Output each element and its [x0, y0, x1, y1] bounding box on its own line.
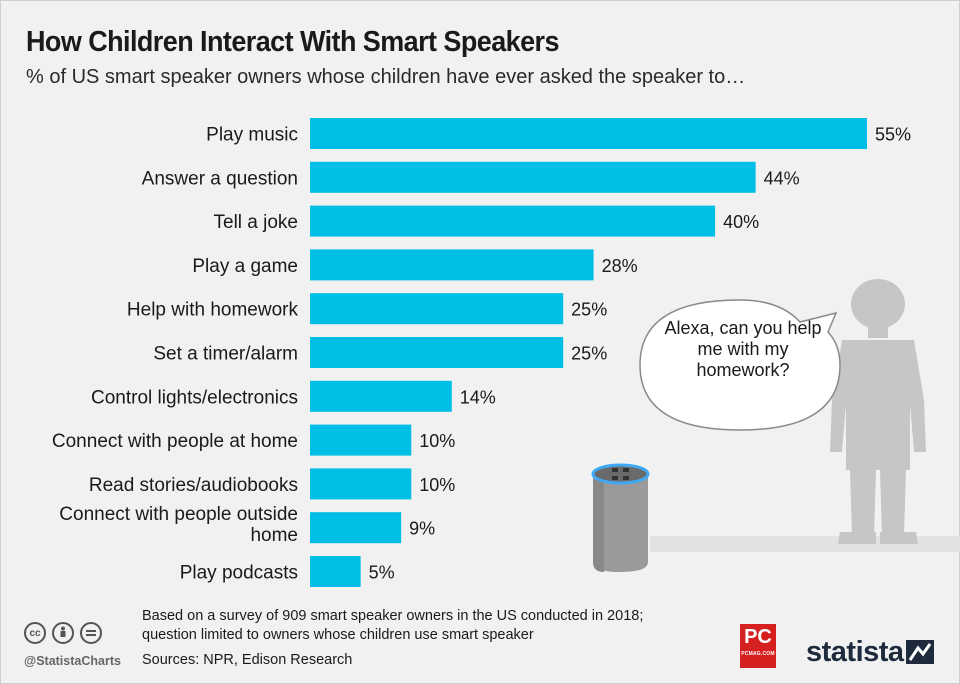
bar-3 — [310, 249, 594, 281]
value-label-6: 14% — [460, 387, 496, 407]
pcmag-logo: PC PCMAG.COM — [740, 624, 776, 668]
value-label-0: 55% — [875, 125, 911, 145]
pcmag-logo-sub: PCMAG.COM — [741, 651, 775, 657]
value-label-1: 44% — [764, 168, 800, 188]
speech-bubble — [639, 299, 841, 431]
value-label-4: 25% — [571, 300, 607, 320]
value-label-3: 28% — [602, 256, 638, 276]
category-label-3: Play a game — [192, 256, 298, 277]
smart-speaker-icon — [591, 463, 650, 572]
category-label-2: Tell a joke — [214, 212, 299, 233]
statista-logo: statista — [806, 636, 904, 668]
bar-2 — [310, 205, 716, 237]
statista-logo-mark-icon — [906, 640, 934, 664]
category-label-10: Play podcasts — [180, 563, 298, 584]
category-label-5: Set a timer/alarm — [153, 344, 298, 365]
value-label-8: 10% — [419, 475, 455, 495]
bar-9 — [310, 512, 402, 544]
category-label-7: Connect with people at home — [52, 431, 298, 452]
bar-5 — [310, 337, 564, 368]
speech-bubble-text: Alexa, can you help me with my homework? — [664, 318, 822, 380]
bar-8 — [310, 468, 412, 500]
value-label-9: 9% — [409, 519, 435, 539]
chart-title: How Children Interact With Smart Speaker… — [26, 26, 559, 58]
no-derivatives-icon — [80, 622, 102, 644]
bar-6 — [310, 380, 452, 412]
attribution-icon — [52, 622, 74, 644]
category-label-8: Read stories/audiobooks — [89, 475, 298, 496]
value-label-7: 10% — [419, 431, 455, 451]
license-icons: cc — [24, 622, 102, 644]
bar-4 — [310, 293, 564, 325]
value-label-2: 40% — [723, 212, 759, 232]
chart-subtitle: % of US smart speaker owners whose child… — [26, 66, 746, 88]
bar-0 — [310, 118, 867, 149]
category-label-1: Answer a question — [142, 168, 298, 189]
category-label-6: Control lights/electronics — [91, 387, 298, 408]
category-label-9: Connect with people outside home — [59, 504, 298, 546]
sources: Sources: NPR, Edison Research — [142, 652, 353, 668]
survey-note: Based on a survey of 909 smart speaker o… — [142, 608, 644, 643]
bar-10 — [310, 556, 361, 587]
bar-1 — [310, 161, 756, 193]
creative-commons-icon: cc — [24, 622, 46, 644]
child-silhouette-icon — [830, 279, 926, 544]
category-label-0: Play music — [206, 125, 298, 146]
category-label-4: Help with homework — [127, 300, 299, 321]
value-label-10: 5% — [369, 563, 395, 583]
statista-handle: @StatistaCharts — [24, 654, 121, 668]
value-label-5: 25% — [571, 344, 607, 364]
bar-7 — [310, 424, 412, 456]
pcmag-logo-text: PC — [744, 626, 772, 648]
